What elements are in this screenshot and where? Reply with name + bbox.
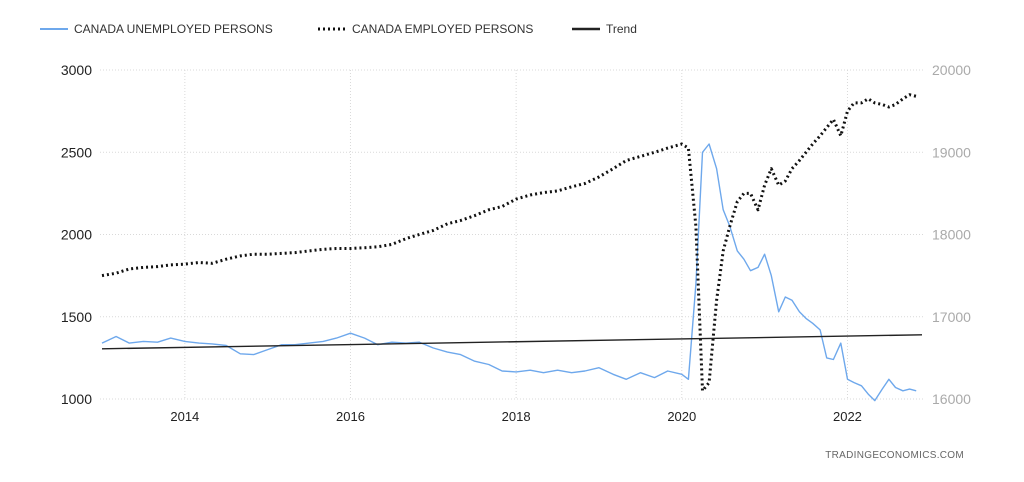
source-label[interactable]: TRADINGECONOMICS.COM [825,450,964,461]
legend-label: Trend [606,22,637,36]
legend-item[interactable]: CANADA EMPLOYED PERSONS [318,22,533,36]
legend-label: CANADA UNEMPLOYED PERSONS [74,22,273,36]
x-tick-label: 2020 [667,409,696,424]
legend-item[interactable]: CANADA UNEMPLOYED PERSONS [40,22,273,36]
x-tick-label: 2016 [336,409,365,424]
y-left-tick-label: 3000 [61,62,92,78]
legend-item[interactable]: Trend [572,22,637,36]
y-right-tick-label: 19000 [932,144,971,160]
y-right-tick-label: 17000 [932,309,971,325]
series-line-unemployed [101,143,917,402]
gridlines [100,69,925,400]
x-tick-label: 2022 [833,409,862,424]
legend[interactable]: CANADA UNEMPLOYED PERSONS CANADA EMPLOYED… [40,22,637,36]
axis-labels: 1000 16000 1500 17000 2000 18000 2500 19000 3000… [61,62,971,424]
series-line-trend [101,334,923,350]
x-tick-label: 2018 [502,409,531,424]
series-lines [101,93,923,402]
y-left-tick-label: 1500 [61,309,92,325]
legend-label: CANADA EMPLOYED PERSONS [352,22,533,36]
y-right-tick-label: 20000 [932,62,971,78]
y-right-tick-label: 18000 [932,227,971,243]
x-tick-label: 2014 [170,409,199,424]
y-right-tick-label: 16000 [932,391,971,407]
y-left-tick-label: 2000 [61,227,92,243]
y-left-tick-label: 1000 [61,391,92,407]
y-left-tick-label: 2500 [61,144,92,160]
